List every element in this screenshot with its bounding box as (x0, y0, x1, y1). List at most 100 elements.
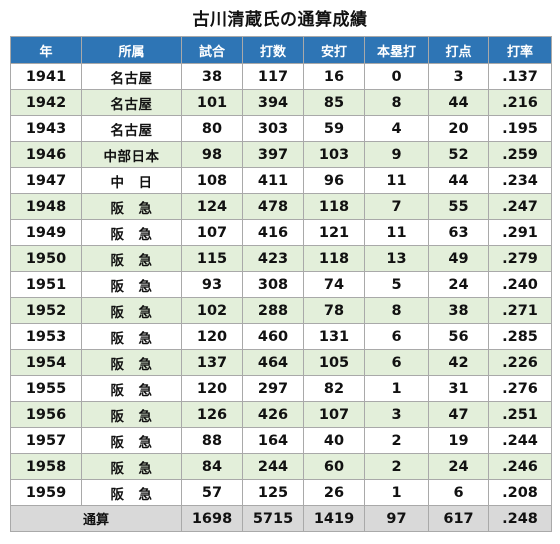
header-team: 所属 (81, 36, 182, 64)
table-row: 1949 阪 急 107 416 121 11 63.291 (10, 219, 552, 246)
cell-at-bats: 464 (242, 349, 304, 376)
cell-at-bats: 397 (242, 141, 304, 168)
cell-average: .276 (488, 375, 552, 402)
cell-rbi: 63 (428, 219, 489, 246)
totals-row: 通算 1698 5715 1419 97 617 .248 (10, 505, 552, 532)
cell-at-bats: 394 (242, 89, 304, 116)
cell-team: 中部日本 (81, 141, 182, 168)
cell-hits: 82 (303, 375, 365, 402)
cell-average: .285 (488, 323, 552, 350)
cell-team: 阪 急 (81, 453, 182, 480)
cell-rbi: 24 (428, 453, 489, 480)
cell-home-runs: 7 (364, 193, 429, 220)
table-row: 1947 中 日 108 411 96 11 44.234 (10, 167, 552, 194)
cell-hits: 118 (303, 245, 365, 272)
table-row: 1959 阪 急 57 125 26 1 6.208 (10, 479, 552, 506)
cell-hits: 74 (303, 271, 365, 298)
table-row: 1942 名古屋 101 394 85 8 44.216 (10, 89, 552, 116)
cell-at-bats: 460 (242, 323, 304, 350)
cell-year: 1953 (10, 323, 82, 350)
header-home-runs: 本塁打 (364, 36, 429, 64)
cell-home-runs: 13 (364, 245, 429, 272)
cell-games: 107 (181, 219, 243, 246)
cell-games: 88 (181, 427, 243, 454)
cell-home-runs: 11 (364, 219, 429, 246)
cell-year: 1954 (10, 349, 82, 376)
cell-rbi: 47 (428, 401, 489, 428)
cell-home-runs: 4 (364, 115, 429, 142)
cell-year: 1949 (10, 219, 82, 246)
cell-rbi: 55 (428, 193, 489, 220)
cell-games: 124 (181, 193, 243, 220)
cell-at-bats: 164 (242, 427, 304, 454)
cell-year: 1957 (10, 427, 82, 454)
cell-home-runs: 9 (364, 141, 429, 168)
cell-year: 1948 (10, 193, 82, 220)
header-row: 年 所属 試合 打数 安打 本塁打 打点 打率 (10, 36, 552, 64)
cell-rbi: 20 (428, 115, 489, 142)
cell-rbi: 24 (428, 271, 489, 298)
cell-games: 108 (181, 167, 243, 194)
cell-team: 阪 急 (81, 323, 182, 350)
cell-hits: 131 (303, 323, 365, 350)
cell-team: 名古屋 (81, 115, 182, 142)
cell-hits: 78 (303, 297, 365, 324)
cell-team: 名古屋 (81, 89, 182, 116)
cell-games: 84 (181, 453, 243, 480)
cell-average: .216 (488, 89, 552, 116)
cell-team: 阪 急 (81, 245, 182, 272)
cell-average: .279 (488, 245, 552, 272)
cell-games: 102 (181, 297, 243, 324)
cell-at-bats: 478 (242, 193, 304, 220)
cell-rbi: 44 (428, 167, 489, 194)
cell-games: 98 (181, 141, 243, 168)
cell-at-bats: 416 (242, 219, 304, 246)
header-games: 試合 (181, 36, 243, 64)
cell-home-runs: 1 (364, 375, 429, 402)
total-average: .248 (488, 505, 552, 532)
cell-home-runs: 8 (364, 297, 429, 324)
cell-team: 名古屋 (81, 63, 182, 90)
cell-average: .246 (488, 453, 552, 480)
cell-year: 1942 (10, 89, 82, 116)
cell-games: 137 (181, 349, 243, 376)
cell-games: 120 (181, 323, 243, 350)
cell-games: 101 (181, 89, 243, 116)
cell-games: 93 (181, 271, 243, 298)
cell-hits: 103 (303, 141, 365, 168)
cell-team: 阪 急 (81, 427, 182, 454)
cell-average: .240 (488, 271, 552, 298)
cell-team: 阪 急 (81, 479, 182, 506)
cell-hits: 107 (303, 401, 365, 428)
cell-year: 1946 (10, 141, 82, 168)
cell-year: 1956 (10, 401, 82, 428)
table-row: 1953 阪 急 120 460 131 6 56.285 (10, 323, 552, 350)
header-average: 打率 (488, 36, 552, 64)
total-home-runs: 97 (364, 505, 429, 532)
cell-average: .259 (488, 141, 552, 168)
cell-year: 1958 (10, 453, 82, 480)
table-row: 1946 中部日本 98 397 103 9 52.259 (10, 141, 552, 168)
table-row: 1941 名古屋 38 117 16 0 3.137 (10, 63, 552, 90)
cell-games: 126 (181, 401, 243, 428)
total-hits: 1419 (303, 505, 365, 532)
cell-hits: 121 (303, 219, 365, 246)
cell-average: .271 (488, 297, 552, 324)
header-year: 年 (10, 36, 82, 64)
cell-average: .251 (488, 401, 552, 428)
table-row: 1956 阪 急 126 426 107 3 47.251 (10, 401, 552, 428)
cell-average: .247 (488, 193, 552, 220)
cell-home-runs: 5 (364, 271, 429, 298)
cell-team: 阪 急 (81, 349, 182, 376)
cell-rbi: 56 (428, 323, 489, 350)
table-row: 1943 名古屋 80 303 59 4 20.195 (10, 115, 552, 142)
cell-rbi: 52 (428, 141, 489, 168)
cell-team: 阪 急 (81, 219, 182, 246)
cell-hits: 26 (303, 479, 365, 506)
cell-rbi: 42 (428, 349, 489, 376)
cell-team: 阪 急 (81, 401, 182, 428)
cell-team: 阪 急 (81, 193, 182, 220)
cell-team: 阪 急 (81, 297, 182, 324)
cell-at-bats: 426 (242, 401, 304, 428)
